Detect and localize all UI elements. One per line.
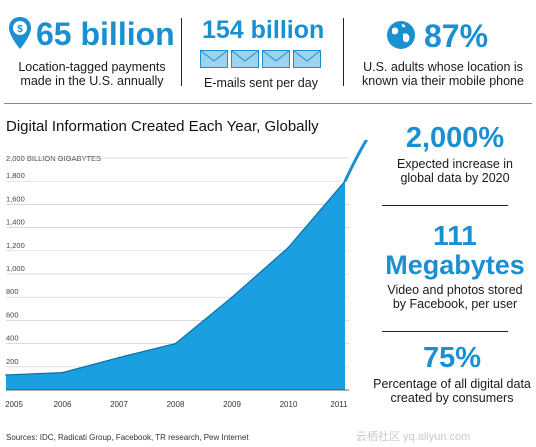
growth-caption: Expected increase in global data by 2020 bbox=[396, 157, 514, 185]
divider bbox=[382, 205, 508, 206]
data-point bbox=[118, 356, 120, 359]
data-point bbox=[61, 371, 64, 374]
consumers-value: 75% bbox=[422, 342, 482, 374]
stat-location: 87% U.S. adults whose location is known … bbox=[350, 6, 532, 94]
svg-text:$: $ bbox=[17, 24, 23, 35]
chart-title: Digital Information Created Each Year, G… bbox=[6, 118, 319, 135]
y-tick-label: 1,800 bbox=[6, 171, 25, 180]
data-point bbox=[5, 374, 7, 376]
envelope-icon bbox=[231, 50, 259, 68]
area-chart: 2,000 BILLION GIGABYTES 200 400 600 800 1,000… bbox=[5, 140, 369, 409]
y-axis-title: 2,000 BILLION GIGABYTES bbox=[6, 154, 101, 163]
y-tick-label: 600 bbox=[6, 310, 19, 319]
y-tick-label: 1,600 bbox=[6, 194, 25, 203]
x-tick-label: 2011 bbox=[330, 400, 348, 409]
section-divider bbox=[4, 103, 532, 104]
divider bbox=[343, 18, 344, 86]
growth-value: 2,000% bbox=[405, 122, 505, 154]
facebook-value-unit: Megabytes bbox=[385, 250, 525, 280]
envelope-icon bbox=[293, 50, 321, 68]
location-value: 87% bbox=[424, 18, 489, 54]
payments-caption: Location-tagged payments made in the U.S… bbox=[18, 60, 166, 88]
envelope-icon bbox=[200, 50, 228, 68]
stat-payments: $ 65 billion Location-tagged payments ma… bbox=[6, 6, 176, 94]
payments-value: 65 billion bbox=[36, 16, 175, 52]
area-fill bbox=[6, 181, 345, 390]
x-tick-label: 2010 bbox=[280, 400, 298, 409]
data-point bbox=[287, 246, 290, 249]
divider bbox=[181, 18, 182, 86]
facebook-caption: Video and photos stored by Facebook, per… bbox=[387, 283, 523, 311]
emails-caption: E-mails sent per day bbox=[204, 76, 318, 90]
growth-arrow bbox=[343, 140, 369, 182]
consumers-caption: Percentage of all digital data created b… bbox=[373, 377, 531, 405]
envelope-icon bbox=[262, 50, 290, 68]
y-tick-label: 1,200 bbox=[6, 241, 25, 250]
divider bbox=[382, 331, 508, 332]
dollar-pin-icon: $ bbox=[9, 17, 31, 49]
stat-facebook: 111 Megabytes Video and photos stored by… bbox=[380, 220, 530, 312]
source-note: Sources: IDC, Radicati Group, Facebook, … bbox=[6, 433, 249, 442]
y-tick-label: 200 bbox=[6, 357, 19, 366]
x-tick-label: 2008 bbox=[167, 400, 185, 409]
data-point bbox=[174, 342, 177, 345]
location-caption: U.S. adults whose location is known via … bbox=[362, 60, 524, 88]
x-tick-label: 2009 bbox=[223, 400, 241, 409]
stat-growth: 2,000% Expected increase in global data … bbox=[380, 122, 530, 186]
y-tick-label: 1,000 bbox=[6, 264, 25, 273]
stat-emails: 154 billion E-mails sent per day bbox=[186, 6, 336, 94]
facebook-value-number: 111 bbox=[433, 220, 477, 251]
envelope-row bbox=[200, 50, 324, 70]
globe-icon bbox=[387, 21, 415, 49]
x-tick-label: 2007 bbox=[110, 400, 128, 409]
x-tick-label: 2005 bbox=[5, 400, 23, 409]
y-tick-label: 400 bbox=[6, 334, 19, 343]
watermark: 云栖社区 yq.aliyun.com bbox=[356, 431, 471, 443]
emails-value: 154 billion bbox=[202, 16, 325, 44]
data-point bbox=[231, 296, 233, 298]
y-tick-label: 800 bbox=[6, 287, 19, 296]
y-tick-label: 1,400 bbox=[6, 218, 25, 227]
stat-consumers: 75% Percentage of all digital data creat… bbox=[372, 342, 532, 406]
x-tick-label: 2006 bbox=[54, 400, 72, 409]
